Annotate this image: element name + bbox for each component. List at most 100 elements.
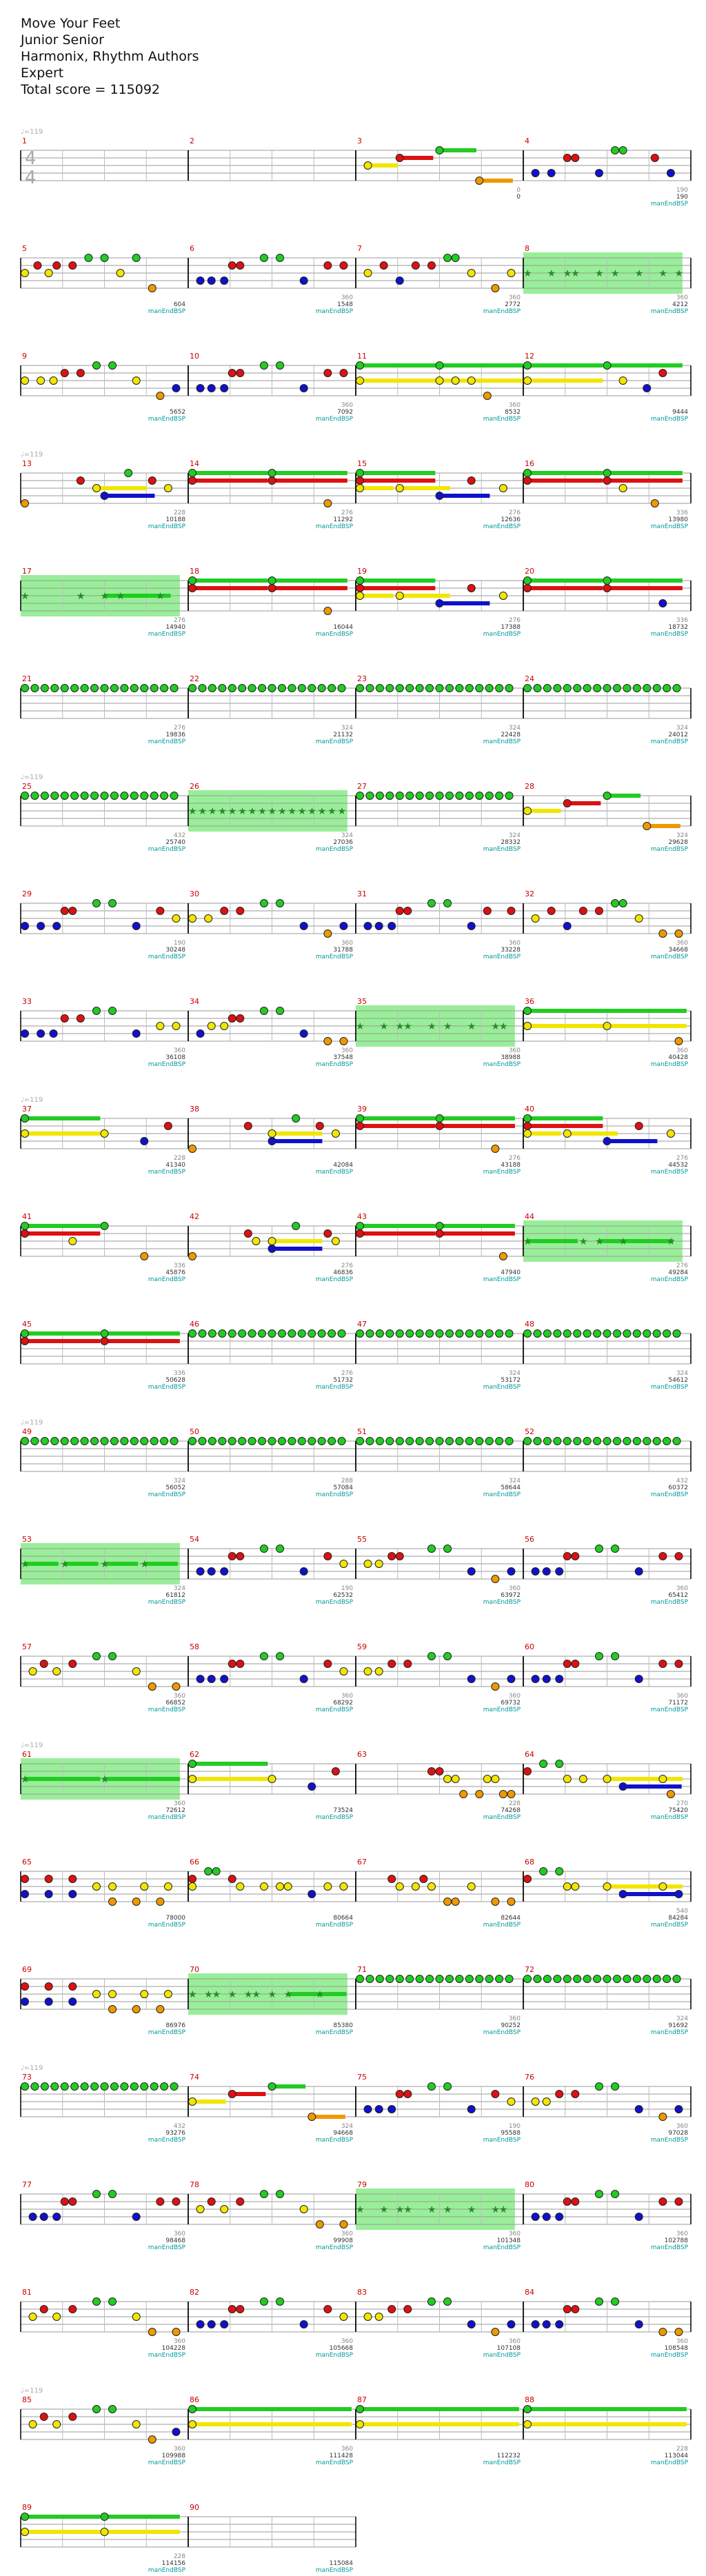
note-green bbox=[108, 1007, 117, 1015]
marker-label: manEndBSP bbox=[651, 1814, 689, 1821]
note-orange bbox=[507, 1898, 516, 1906]
note-green bbox=[132, 254, 141, 262]
note-orange bbox=[498, 1252, 507, 1260]
note-green bbox=[297, 684, 306, 692]
sustain-bar bbox=[144, 1562, 178, 1566]
note-green bbox=[50, 1437, 59, 1445]
note-yellow bbox=[666, 1129, 675, 1138]
note-green bbox=[443, 1544, 452, 1553]
note-green bbox=[268, 684, 276, 692]
note-green bbox=[427, 899, 436, 907]
note-red bbox=[658, 369, 667, 377]
measure-number: 88 bbox=[525, 2395, 534, 2404]
sustain-bar bbox=[623, 1239, 674, 1243]
star-note: ★ bbox=[499, 1021, 508, 1032]
note-red bbox=[491, 2090, 500, 2098]
note-green bbox=[533, 1975, 542, 1983]
note-blue bbox=[299, 1029, 308, 1038]
note-green bbox=[395, 1975, 404, 1983]
cumulative-score: 109988 bbox=[162, 2453, 186, 2459]
note-blue bbox=[658, 599, 667, 607]
note-blue bbox=[467, 2105, 476, 2113]
star-note: ★ bbox=[396, 2204, 405, 2215]
star-note: ★ bbox=[380, 2204, 389, 2215]
cumulative-score: 63972 bbox=[501, 1592, 521, 1599]
measure-number: 27 bbox=[357, 782, 367, 791]
note-green bbox=[465, 1975, 474, 1983]
sustain-bar bbox=[288, 1992, 347, 1996]
note-green bbox=[563, 684, 572, 692]
phrase-score: 276 bbox=[341, 1370, 353, 1377]
phrase-score: 360 bbox=[341, 1047, 353, 1054]
note-green bbox=[505, 1975, 514, 1983]
phrase-score: 190 bbox=[509, 2123, 521, 2130]
note-green bbox=[228, 1437, 236, 1445]
marker-label: manEndBSP bbox=[483, 1384, 521, 1391]
note-red bbox=[236, 1660, 245, 1668]
note-green bbox=[130, 1437, 139, 1445]
phrase-score: 190 bbox=[174, 940, 185, 947]
note-red bbox=[435, 1122, 444, 1130]
note-green bbox=[60, 792, 69, 800]
note-green bbox=[70, 792, 79, 800]
note-red bbox=[188, 584, 196, 592]
note-green bbox=[238, 1329, 247, 1338]
sustain-bar bbox=[25, 1562, 59, 1566]
note-green bbox=[277, 684, 286, 692]
note-red bbox=[100, 1337, 109, 1345]
note-blue bbox=[467, 2320, 476, 2328]
sustain-bar bbox=[272, 578, 347, 583]
tempo-marker: ♩=119 bbox=[21, 774, 43, 781]
sustain-bar bbox=[192, 578, 268, 583]
note-red bbox=[148, 476, 157, 485]
measure-number: 25 bbox=[22, 782, 32, 791]
tempo-marker: ♩=119 bbox=[21, 1419, 43, 1427]
note-green bbox=[259, 1652, 268, 1660]
cumulative-score: 14940 bbox=[165, 624, 185, 631]
sustain-bar bbox=[439, 1231, 515, 1236]
note-green bbox=[356, 792, 364, 800]
note-blue bbox=[220, 1567, 229, 1576]
note-yellow bbox=[188, 1775, 196, 1783]
note-red bbox=[395, 1552, 404, 1560]
marker-label: manEndBSP bbox=[316, 1384, 354, 1391]
sustain-bar bbox=[192, 2100, 226, 2104]
note-green bbox=[543, 684, 552, 692]
sustain-bar bbox=[192, 1777, 268, 1781]
note-green bbox=[385, 684, 394, 692]
note-yellow bbox=[132, 1667, 141, 1676]
sustain-bar bbox=[25, 1231, 101, 1236]
sustain-bar bbox=[607, 363, 683, 368]
note-orange bbox=[156, 392, 165, 400]
note-red bbox=[411, 261, 420, 270]
marker-label: manEndBSP bbox=[651, 1922, 689, 1929]
note-red bbox=[658, 1660, 667, 1668]
note-green bbox=[395, 1437, 404, 1445]
note-green bbox=[643, 1437, 652, 1445]
tempo-marker: ♩=119 bbox=[21, 2064, 43, 2072]
cumulative-score: 18732 bbox=[668, 624, 688, 631]
note-red bbox=[387, 1552, 396, 1560]
star-note: ★ bbox=[635, 268, 644, 279]
note-green bbox=[505, 684, 514, 692]
phrase-score: 360 bbox=[174, 1693, 185, 1700]
note-red bbox=[44, 1982, 53, 1991]
cumulative-score: 78000 bbox=[165, 1915, 185, 1922]
note-yellow bbox=[363, 1667, 372, 1676]
note-orange bbox=[658, 929, 667, 938]
cumulative-score: 115084 bbox=[330, 2560, 354, 2567]
sustain-bar bbox=[272, 586, 347, 590]
cumulative-score: 25740 bbox=[165, 839, 185, 846]
marker-label: manEndBSP bbox=[316, 523, 354, 530]
note-red bbox=[21, 1982, 29, 1991]
note-blue bbox=[44, 1998, 53, 2006]
note-yellow bbox=[507, 269, 516, 277]
note-blue bbox=[268, 1137, 276, 1145]
note-red bbox=[228, 1875, 236, 1883]
